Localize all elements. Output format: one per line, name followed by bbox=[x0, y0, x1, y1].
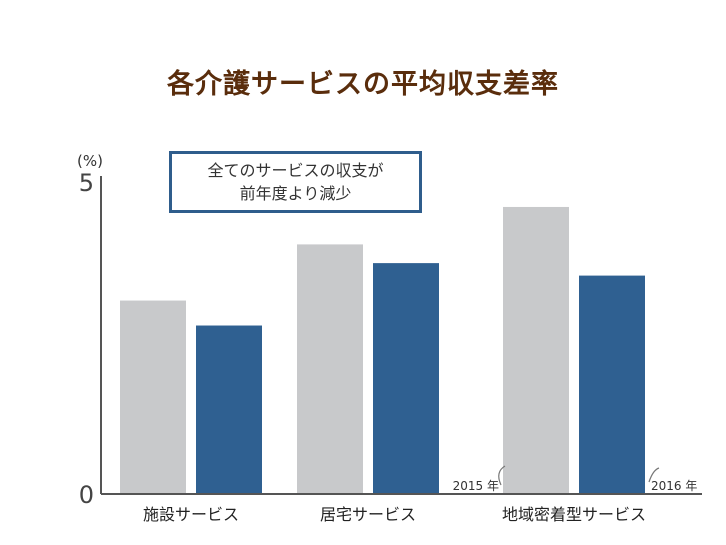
legend-leader-first bbox=[498, 465, 506, 486]
y-tick-label: 5 bbox=[79, 169, 94, 197]
bar-second-series-3 bbox=[579, 275, 645, 494]
y-axis-unit: (%) bbox=[77, 152, 103, 170]
bar-first-series-1 bbox=[120, 300, 186, 494]
category-label: 施設サービス bbox=[143, 505, 239, 524]
legend-second-series: 2016 年 bbox=[651, 479, 697, 493]
bar-second-series-2 bbox=[373, 263, 439, 494]
bar-second-series-1 bbox=[196, 325, 262, 494]
category-label: 居宅サービス bbox=[320, 505, 416, 524]
category-label: 地域密着型サービス bbox=[502, 505, 646, 524]
annotation-line-2: 前年度より減少 bbox=[239, 184, 352, 203]
bar-first-series-2 bbox=[297, 244, 363, 494]
y-tick-label: 0 bbox=[79, 481, 94, 509]
annotation-line-1: 全てのサービスの収支が bbox=[207, 161, 384, 180]
legend-first-series: 2015 年 bbox=[453, 479, 499, 493]
chart-title: 各介護サービスの平均収支差率 bbox=[167, 69, 559, 100]
annotation-box: 全てのサービスの収支が 前年度より減少 bbox=[169, 151, 422, 213]
bar-first-series-3 bbox=[503, 206, 569, 494]
legend-leader-second bbox=[648, 467, 660, 483]
